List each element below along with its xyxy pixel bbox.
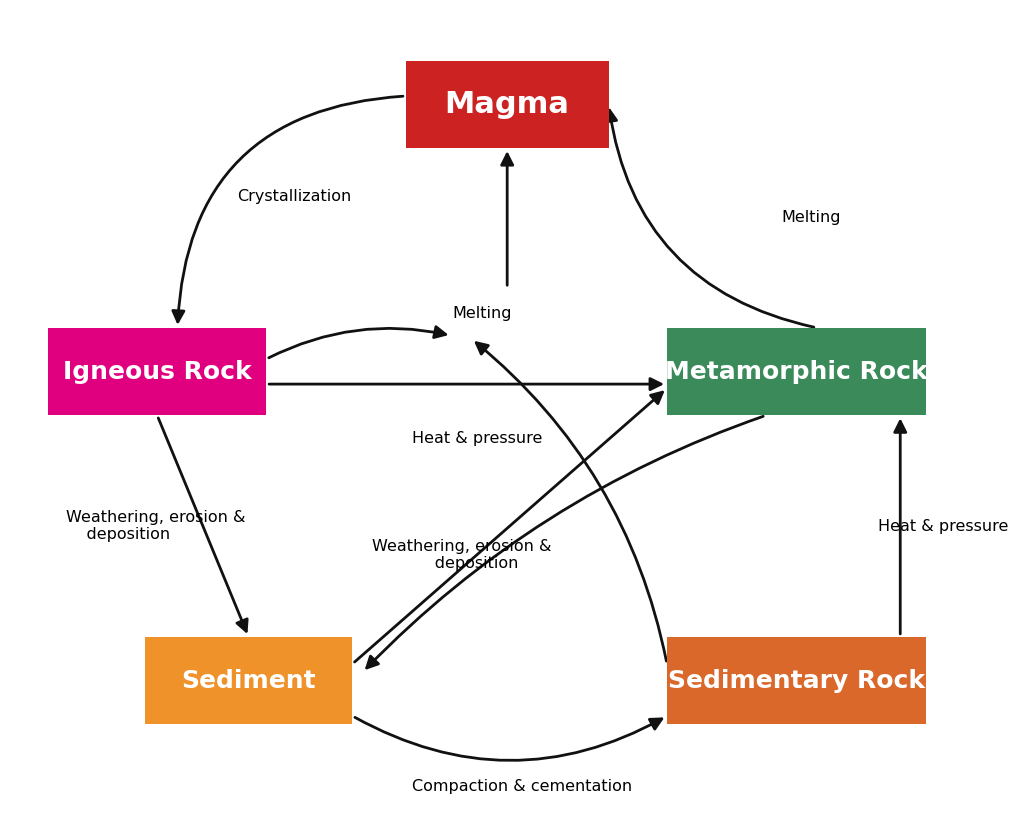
Text: Weathering, erosion &
      deposition: Weathering, erosion & deposition [372,539,551,571]
Text: Sediment: Sediment [181,669,315,692]
Text: Metamorphic Rock: Metamorphic Rock [665,360,928,383]
Text: Melting: Melting [781,210,842,225]
Text: Igneous Rock: Igneous Rock [62,360,252,383]
Text: Melting: Melting [452,306,512,321]
Text: Sedimentary Rock: Sedimentary Rock [668,669,925,692]
Text: Weathering, erosion &
    deposition: Weathering, erosion & deposition [66,510,246,542]
Text: Compaction & cementation: Compaction & cementation [413,779,633,794]
Text: Magma: Magma [444,90,569,119]
FancyBboxPatch shape [48,327,266,415]
FancyBboxPatch shape [667,636,926,724]
Text: Crystallization: Crystallization [237,189,351,204]
FancyBboxPatch shape [144,636,352,724]
FancyBboxPatch shape [667,327,926,415]
Text: Heat & pressure: Heat & pressure [879,519,1009,534]
FancyBboxPatch shape [406,61,608,149]
Text: Heat & pressure: Heat & pressure [412,431,542,446]
